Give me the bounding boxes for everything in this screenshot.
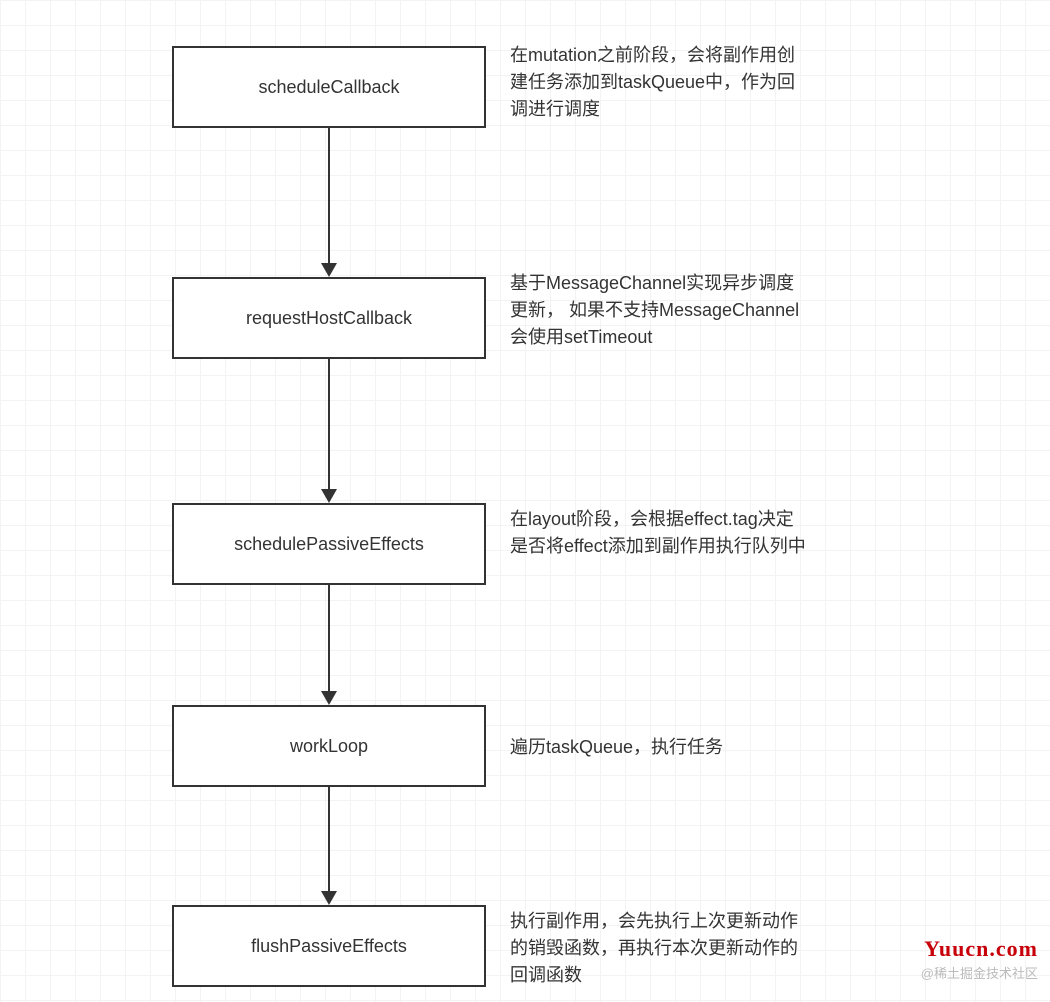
arrow-down-icon	[321, 691, 337, 705]
node-description: 基于MessageChannel实现异步调度更新， 如果不支持MessageCh…	[510, 270, 810, 351]
arrow-down-icon	[321, 891, 337, 905]
edge-line	[328, 787, 330, 892]
watermark-yuucn: Yuucn.com	[924, 936, 1038, 962]
edge-line	[328, 128, 330, 264]
edge-line	[328, 359, 330, 490]
node-requestHostCallback: requestHostCallback	[172, 277, 486, 359]
arrow-down-icon	[321, 489, 337, 503]
node-flushPassiveEffects: flushPassiveEffects	[172, 905, 486, 987]
watermark-juejin: @稀土掘金技术社区	[921, 963, 1038, 982]
node-label: workLoop	[290, 736, 368, 757]
node-description: 在layout阶段，会根据effect.tag决定是否将effect添加到副作用…	[510, 506, 810, 560]
flowchart-canvas: scheduleCallback requestHostCallback sch…	[0, 0, 1050, 1002]
node-description: 在mutation之前阶段，会将副作用创建任务添加到taskQueue中，作为回…	[510, 42, 810, 123]
node-label: flushPassiveEffects	[251, 936, 407, 957]
node-label: schedulePassiveEffects	[234, 534, 424, 555]
node-description: 执行副作用，会先执行上次更新动作的销毁函数，再执行本次更新动作的回调函数	[510, 908, 810, 989]
node-label: scheduleCallback	[258, 77, 399, 98]
node-description: 遍历taskQueue，执行任务	[510, 734, 723, 761]
arrow-down-icon	[321, 263, 337, 277]
node-schedulePassiveEffects: schedulePassiveEffects	[172, 503, 486, 585]
edge-line	[328, 585, 330, 692]
node-workLoop: workLoop	[172, 705, 486, 787]
node-scheduleCallback: scheduleCallback	[172, 46, 486, 128]
node-label: requestHostCallback	[246, 308, 412, 329]
